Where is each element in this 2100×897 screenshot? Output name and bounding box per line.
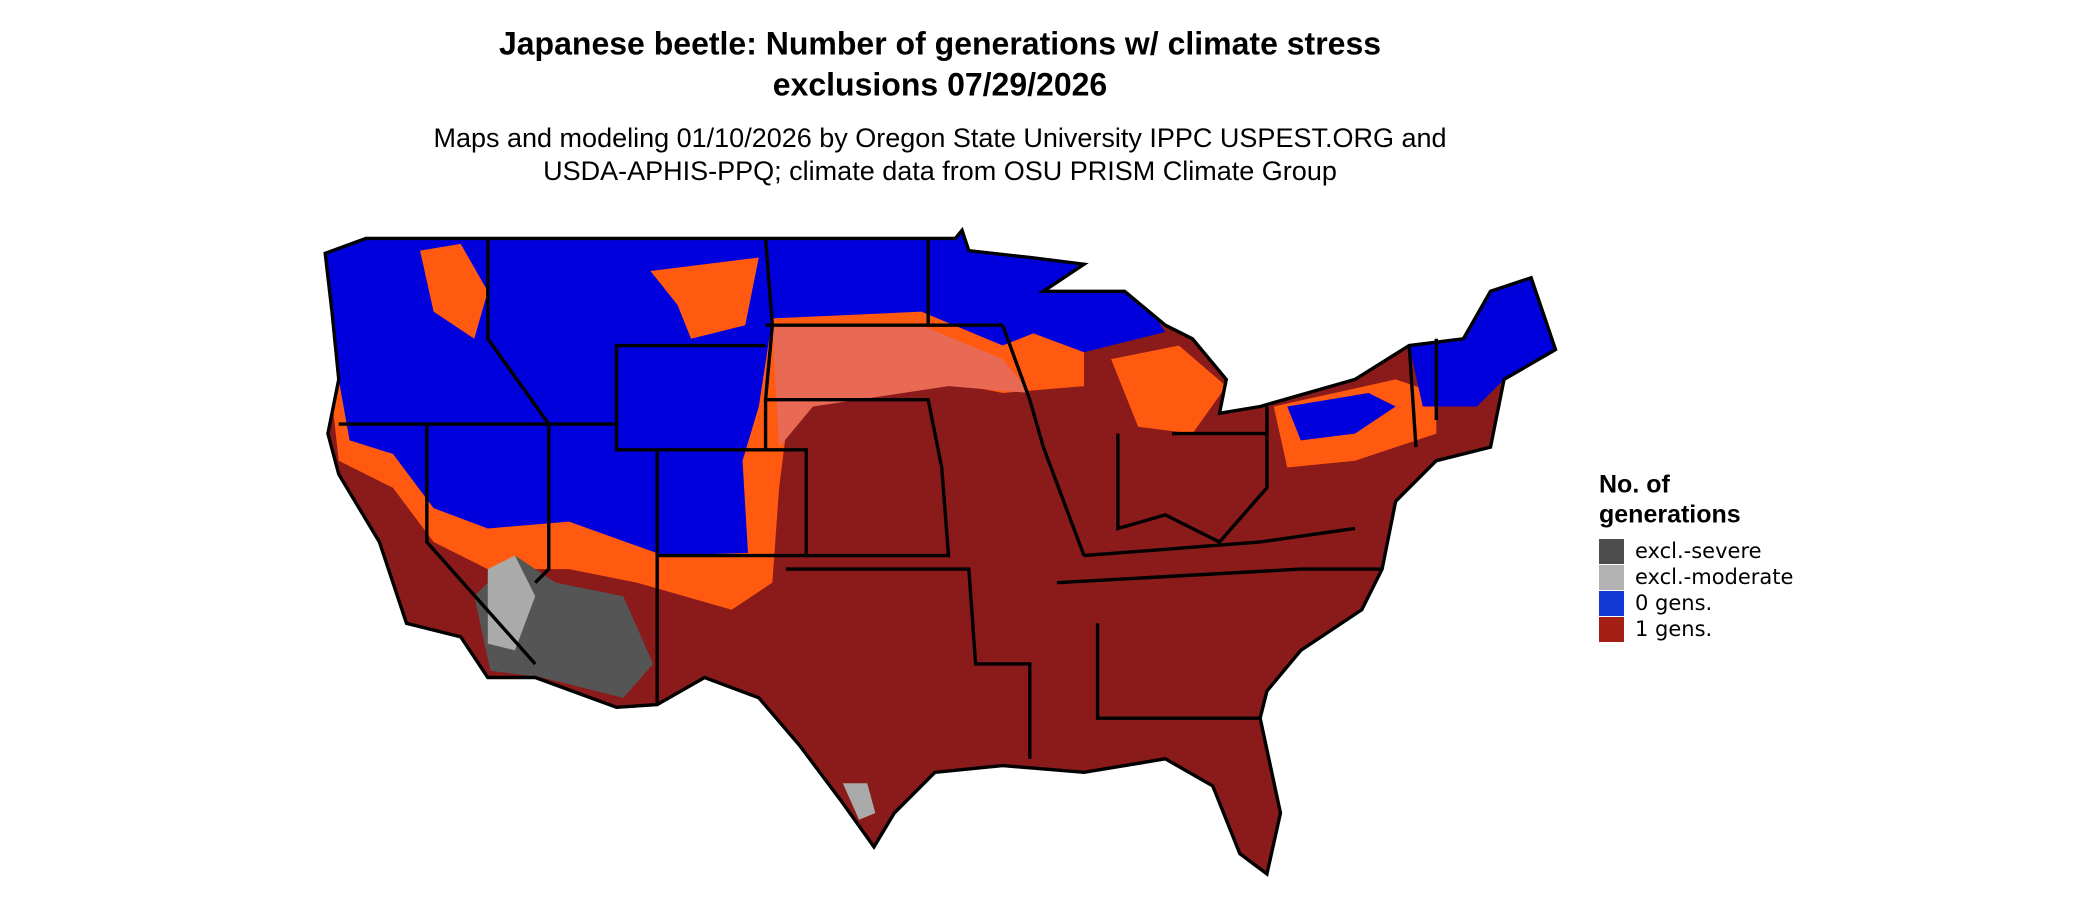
subtitle: Maps and modeling 01/10/2026 by Oregon S… [433, 123, 1446, 153]
legend-swatch [1599, 539, 1624, 564]
region-excl-moderate [487, 555, 536, 651]
region-orange [1111, 345, 1227, 434]
region-orange [650, 257, 759, 339]
legend-label: excl.-severe [1635, 539, 1762, 563]
region-orange [420, 243, 488, 339]
region-0gen [1029, 284, 1166, 353]
legend-label: excl.-moderate [1635, 565, 1793, 589]
title: exclusions 07/29/2026 [773, 66, 1107, 102]
map [323, 226, 1558, 877]
legend-title: generations [1599, 501, 1741, 529]
legend-swatch [1599, 591, 1624, 616]
region-excl-moderate [842, 783, 876, 820]
legend-swatch [1599, 617, 1624, 642]
legend-label: 1 gens. [1635, 617, 1712, 641]
title: Japanese beetle: Number of generations w… [499, 25, 1381, 61]
legend-title: No. of [1599, 471, 1670, 499]
legend-label: 0 gens. [1635, 591, 1712, 615]
subtitle: USDA-APHIS-PPQ; climate data from OSU PR… [543, 156, 1337, 186]
region-0gen [325, 230, 1085, 556]
state-lines [323, 226, 1558, 877]
region-0gen [1409, 277, 1556, 407]
region-mixed [772, 325, 1030, 448]
legend-swatch [1599, 565, 1624, 590]
region-0gen [1287, 392, 1396, 441]
